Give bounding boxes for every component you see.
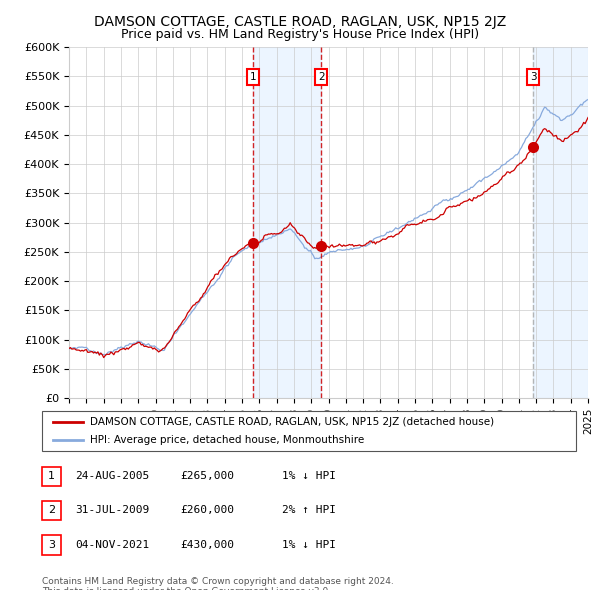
Text: 1% ↓ HPI: 1% ↓ HPI [282, 471, 336, 481]
Text: Price paid vs. HM Land Registry's House Price Index (HPI): Price paid vs. HM Land Registry's House … [121, 28, 479, 41]
Text: 3: 3 [48, 540, 55, 549]
Text: HPI: Average price, detached house, Monmouthshire: HPI: Average price, detached house, Monm… [90, 435, 364, 445]
Text: DAMSON COTTAGE, CASTLE ROAD, RAGLAN, USK, NP15 2JZ (detached house): DAMSON COTTAGE, CASTLE ROAD, RAGLAN, USK… [90, 418, 494, 428]
Text: £260,000: £260,000 [180, 506, 234, 515]
Text: 1% ↓ HPI: 1% ↓ HPI [282, 540, 336, 549]
Text: 04-NOV-2021: 04-NOV-2021 [75, 540, 149, 549]
Bar [253, 47, 321, 398]
Text: 3: 3 [530, 72, 536, 82]
Text: Contains HM Land Registry data © Crown copyright and database right 2024.
This d: Contains HM Land Registry data © Crown c… [42, 577, 394, 590]
Text: 2% ↑ HPI: 2% ↑ HPI [282, 506, 336, 515]
Text: £265,000: £265,000 [180, 471, 234, 481]
Text: 24-AUG-2005: 24-AUG-2005 [75, 471, 149, 481]
Text: 31-JUL-2009: 31-JUL-2009 [75, 506, 149, 515]
Text: 1: 1 [48, 471, 55, 481]
Text: 2: 2 [48, 506, 55, 515]
Text: 1: 1 [250, 72, 257, 82]
Text: DAMSON COTTAGE, CASTLE ROAD, RAGLAN, USK, NP15 2JZ: DAMSON COTTAGE, CASTLE ROAD, RAGLAN, USK… [94, 15, 506, 30]
Text: 2: 2 [318, 72, 325, 82]
Text: £430,000: £430,000 [180, 540, 234, 549]
Bar [533, 47, 588, 398]
